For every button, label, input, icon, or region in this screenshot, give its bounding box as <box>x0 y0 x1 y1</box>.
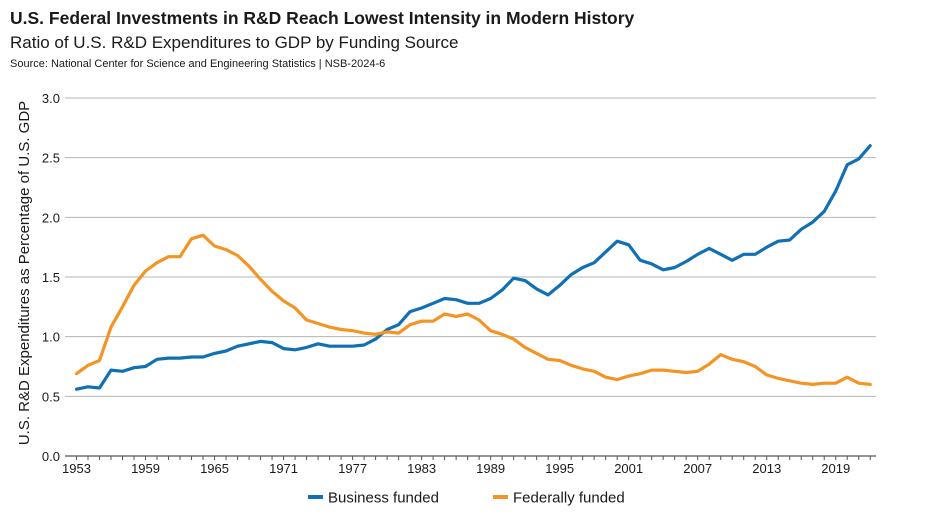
x-axis: 1953 1959 1965 1971 1977 1983 1989 1995 2001 2007… <box>62 455 876 476</box>
chart-subtitle: Ratio of U.S. R&D Expenditures to GDP by… <box>10 33 459 52</box>
x-tick-label: 2007 <box>683 461 712 476</box>
x-tick-label: 1971 <box>269 461 298 476</box>
series-lines <box>74 144 872 391</box>
x-tick-label: 1965 <box>200 461 229 476</box>
x-tick-label: 1989 <box>476 461 505 476</box>
x-tick-label: 2001 <box>614 461 643 476</box>
chart-title: U.S. Federal Investments in R&D Reach Lo… <box>10 8 635 28</box>
x-tick-label: 1953 <box>62 461 91 476</box>
y-tick-label: 2.5 <box>42 151 60 166</box>
x-tick-label: 2013 <box>752 461 781 476</box>
legend-item-business-funded: Business funded <box>308 490 439 507</box>
y-tick-label: 3.0 <box>42 91 60 106</box>
series-line-business-funded <box>74 144 872 391</box>
y-tick-label: 2.0 <box>42 210 60 225</box>
x-tick-label: 1977 <box>338 461 367 476</box>
legend-item-federally-funded: Federally funded <box>493 490 625 507</box>
y-tick-label: 0.0 <box>42 449 60 464</box>
y-axis-label: U.S. R&D Expenditures as Percentage of U… <box>16 101 33 445</box>
chart-source: Source: National Center for Science and … <box>10 58 386 70</box>
legend-label: Business funded <box>328 490 439 507</box>
x-tick-label: 1959 <box>131 461 160 476</box>
series-line-federally-funded <box>74 233 872 386</box>
y-tick-label: 0.5 <box>42 389 60 404</box>
legend: Business funded Federally funded <box>308 490 625 507</box>
x-tick-label: 2019 <box>821 461 850 476</box>
y-tick-label: 1.0 <box>42 330 60 345</box>
y-axis-ticks: 0.0 0.5 1.0 1.5 2.0 2.5 3.0 <box>42 91 60 464</box>
gridlines <box>65 97 876 397</box>
x-tick-label: 1995 <box>545 461 574 476</box>
x-tick-label: 1983 <box>407 461 436 476</box>
legend-label: Federally funded <box>513 490 625 507</box>
y-tick-label: 1.5 <box>42 270 60 285</box>
